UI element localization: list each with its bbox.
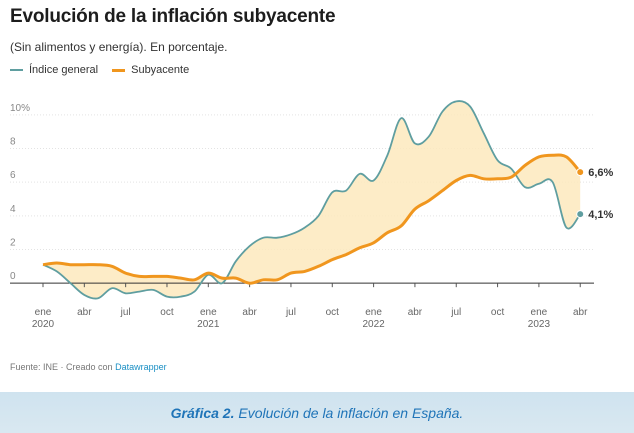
x-tick-label: ene	[365, 307, 382, 318]
y-tick-label: 0	[10, 271, 16, 282]
source-note: Fuente: INE · Creado con Datawrapper	[10, 362, 167, 372]
series-line-general	[42, 100, 581, 300]
end-label-general: 4,1%	[588, 209, 613, 221]
y-tick-label: 8	[10, 137, 16, 148]
legend-label-general: Índice general	[29, 64, 99, 76]
y-tick-label: 6	[10, 170, 16, 181]
x-tick-label: oct	[491, 307, 505, 318]
x-tick-label: ene	[200, 307, 217, 318]
legend-swatch-core	[112, 68, 126, 72]
chart-title: Evolución de la inflación subyacente	[10, 6, 336, 27]
end-point-general	[576, 210, 585, 219]
chart-legend: Índice general Subyacente	[10, 64, 203, 76]
x-tick-label: abr	[77, 307, 92, 318]
legend-item-general: Índice general	[10, 64, 98, 76]
x-tick-year: 2020	[32, 319, 55, 330]
x-tick-year: 2022	[362, 319, 385, 330]
caption-band: Gráfica 2. Evolución de la inflación en …	[0, 392, 634, 433]
y-tick-label: 10%	[10, 103, 30, 114]
x-tick-year: 2021	[197, 319, 220, 330]
figure-caption: Gráfica 2. Evolución de la inflación en …	[171, 405, 464, 421]
source-text: Fuente: INE · Creado con	[10, 362, 113, 372]
end-point-core	[576, 168, 585, 177]
chart-subtitle: (Sin alimentos y energía). En porcentaje…	[10, 40, 228, 54]
x-tick-label: oct	[326, 307, 340, 318]
legend-label-core: Subyacente	[131, 64, 190, 76]
caption-text: Evolución de la inflación en España.	[238, 404, 464, 421]
marker-layer: 6,6% 4,1%	[576, 167, 614, 221]
difference-band	[43, 101, 581, 299]
legend-item-core: Subyacente	[112, 64, 189, 76]
x-tick-label: jul	[450, 307, 461, 318]
chart-card: Evolución de la inflación subyacente (Si…	[0, 0, 634, 392]
x-tick-label: jul	[120, 307, 131, 318]
series-line-core	[42, 153, 582, 285]
x-tick-label: jul	[285, 307, 296, 318]
x-tick-label: oct	[160, 307, 174, 318]
x-tick-label: abr	[408, 307, 423, 318]
x-tick-label: ene	[531, 307, 548, 318]
x-tick-year: 2023	[528, 319, 551, 330]
y-tick-label: 2	[10, 238, 16, 249]
legend-swatch-general	[10, 69, 23, 71]
datawrapper-link[interactable]: Datawrapper	[115, 362, 167, 372]
x-tick-label: abr	[242, 307, 257, 318]
x-tick-label: ene	[35, 307, 52, 318]
y-tick-label: 4	[10, 204, 16, 215]
x-tick-label: abr	[573, 307, 588, 318]
end-label-core: 6,6%	[588, 167, 613, 179]
caption-number: Gráfica 2.	[170, 404, 235, 421]
